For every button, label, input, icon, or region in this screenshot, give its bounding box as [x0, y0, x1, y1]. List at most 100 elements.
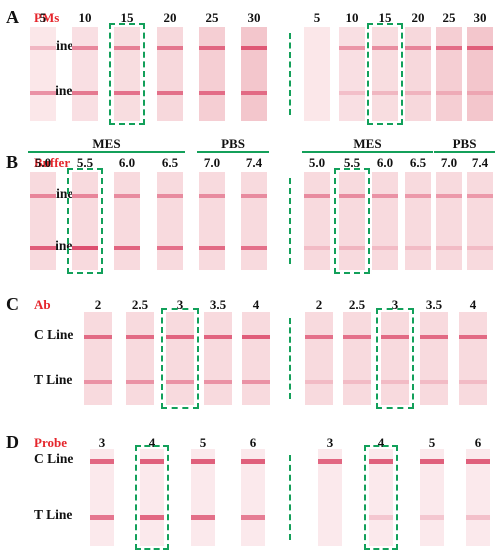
- panel-d-side2-t-line-band: [369, 515, 393, 520]
- panel-a-side1-t-line-band: [114, 91, 140, 95]
- panel-d-side2-t-line-band: [318, 515, 342, 520]
- panel-c-side1-t-line-band: [126, 380, 154, 384]
- panel-b-side2-column-label: 5.5: [343, 155, 361, 170]
- panel-b-side2-column-label: 5.0: [308, 155, 326, 170]
- panel-b-side2-t-line-band: [467, 246, 493, 250]
- panel-a-side2-column-label: 10: [345, 10, 359, 25]
- panel-a-side2-t-line-band: [372, 91, 398, 95]
- panel-c-side2-t-line-band: [305, 380, 333, 384]
- panel-c-letter: C: [6, 294, 19, 314]
- panel-a-side1-column-label: 15: [120, 10, 134, 25]
- panel-c-side2-test-strip: [343, 312, 371, 405]
- panel-b-side1-column-label: 7.4: [245, 155, 263, 170]
- panel-b-side2-test-strip: [405, 172, 431, 270]
- panel-d-side2-c-line-band: [369, 459, 393, 464]
- panel-b-side1-group-line: [28, 151, 185, 153]
- panel-c-side-divider: [289, 318, 291, 399]
- panel-a-side1-highlight-box: [109, 23, 145, 125]
- panel-b-side1-test-strip: [72, 172, 98, 270]
- panel-b-side1-column-label: 7.0: [203, 155, 221, 170]
- panel-d-letter: D: [6, 432, 19, 452]
- panel-d-side1-highlight-box: [135, 445, 169, 550]
- panel-a-side1-c-line-band: [157, 46, 183, 50]
- panel-c-side1-c-line-band: [204, 335, 232, 339]
- panel-b-side2-test-strip: [372, 172, 398, 270]
- panel-d-side2-c-line-band: [466, 459, 490, 464]
- panel-b-side2-c-line-band: [372, 194, 398, 198]
- panel-a-side2-t-line-band: [304, 91, 330, 95]
- panel-d-side2-t-line-band: [466, 515, 490, 520]
- panel-d-side2-test-strip: [466, 449, 490, 546]
- panel-a-side1-c-line-band: [114, 46, 140, 50]
- panel-a-side2-test-strip: [339, 27, 365, 121]
- panel-c-side2-column-label: 2: [315, 297, 323, 312]
- panel-c-side1-c-line-band: [242, 335, 270, 339]
- panel-b-side1-group-mes: MES: [92, 136, 121, 151]
- panel-c-side1-column-label: 2: [94, 297, 102, 312]
- panel-d-side2-test-strip: [318, 449, 342, 546]
- panel-a-side2-t-line-band: [405, 91, 431, 95]
- panel-b-side1-t-line-band: [114, 246, 140, 250]
- panel-c-parameter-label: Ab: [34, 297, 51, 312]
- panel-b-side2-t-line-band: [436, 246, 462, 250]
- panel-b-side2-test-strip: [467, 172, 493, 270]
- panel-b-side2-column-label: 7.0: [440, 155, 458, 170]
- panel-c-side2-t-line-band: [459, 380, 487, 384]
- panel-b-side2-c-line-band: [405, 194, 431, 198]
- panel-d-side1-c-line-band: [140, 459, 164, 464]
- panel-c-side1-column-label: 4: [252, 297, 260, 312]
- panel-d-side1-test-strip: [191, 449, 215, 546]
- panel-b-side1-column-label: 6.5: [161, 155, 179, 170]
- panel-c-side1-t-line-band: [166, 380, 194, 384]
- panel-d-side1-test-strip: [90, 449, 114, 546]
- panel-a-side2-t-line-band: [467, 91, 493, 95]
- panel-d-side2-highlight-box: [364, 445, 398, 550]
- panel-d-side2-c-line-band: [420, 459, 444, 464]
- panel-d-side1-t-line-band: [191, 515, 215, 520]
- panel-a-side1-test-strip: [72, 27, 98, 121]
- panel-b-side2-c-line-band: [436, 194, 462, 198]
- panel-a-side1-t-line-band: [157, 91, 183, 95]
- panel-a-side2-c-line-band: [467, 46, 493, 50]
- panel-d-side2-c-line-band: [318, 459, 342, 464]
- panel-d-side1-t-line-band: [140, 515, 164, 520]
- panel-c-side2-c-line-band: [305, 335, 333, 339]
- panel-c-side2-column-label: 3: [391, 297, 399, 312]
- panel-c-side1-t-line-band: [242, 380, 270, 384]
- panel-a-side1-c-line-band: [30, 46, 56, 50]
- panel-a-side2-column-label: 25: [442, 10, 456, 25]
- panel-a-parameter-label: PMs: [34, 10, 60, 25]
- panel-a-side1-column-label: 25: [205, 10, 219, 25]
- panel-a-side2-highlight-box: [367, 23, 403, 125]
- panel-c-side1-test-strip: [242, 312, 270, 405]
- panel-b-side1-highlight-box: [67, 168, 103, 274]
- panel-a-side1-test-strip: [30, 27, 56, 121]
- panel-b-side2-c-line-band: [304, 194, 330, 198]
- panel-c-side2-c-line-band: [343, 335, 371, 339]
- panel-c-side1-test-strip: [166, 312, 194, 405]
- panel-a-side2-column-label: 15: [378, 10, 392, 25]
- panel-d-side1-t-line-band: [241, 515, 265, 520]
- panel-d-side2-column-label: 3: [326, 435, 334, 450]
- panel-b-side2-highlight-box: [334, 168, 370, 274]
- panel-b-side2-column-label: 7.4: [471, 155, 489, 170]
- panel-c-side1-test-strip: [126, 312, 154, 405]
- panel-a-side2-c-line-band: [436, 46, 462, 50]
- panel-d-side2-column-label: 5: [428, 435, 436, 450]
- panel-a-side1-t-line-band: [199, 91, 225, 95]
- panel-c-side2-t-line-band: [343, 380, 371, 384]
- panel-b-side1-test-strip: [241, 172, 267, 270]
- panel-c-side1-test-strip: [84, 312, 112, 405]
- panel-d-side1-c-line-band: [241, 459, 265, 464]
- panel-b-side2-t-line-band: [372, 246, 398, 250]
- panel-a-side2-column-label: 5: [313, 10, 321, 25]
- panel-c-side2-highlight-box: [376, 308, 414, 409]
- panel-b-side1-c-line-band: [157, 194, 183, 198]
- panel-a-side1-column-label: 20: [163, 10, 177, 25]
- panel-a-side2-c-line-band: [339, 46, 365, 50]
- panel-a-side1-c-line-band: [199, 46, 225, 50]
- panel-c-side2-test-strip: [459, 312, 487, 405]
- panel-b-side2-t-line-band: [405, 246, 431, 250]
- panel-b-side1-column-label: 5.5: [76, 155, 94, 170]
- panel-b-letter: B: [6, 152, 19, 172]
